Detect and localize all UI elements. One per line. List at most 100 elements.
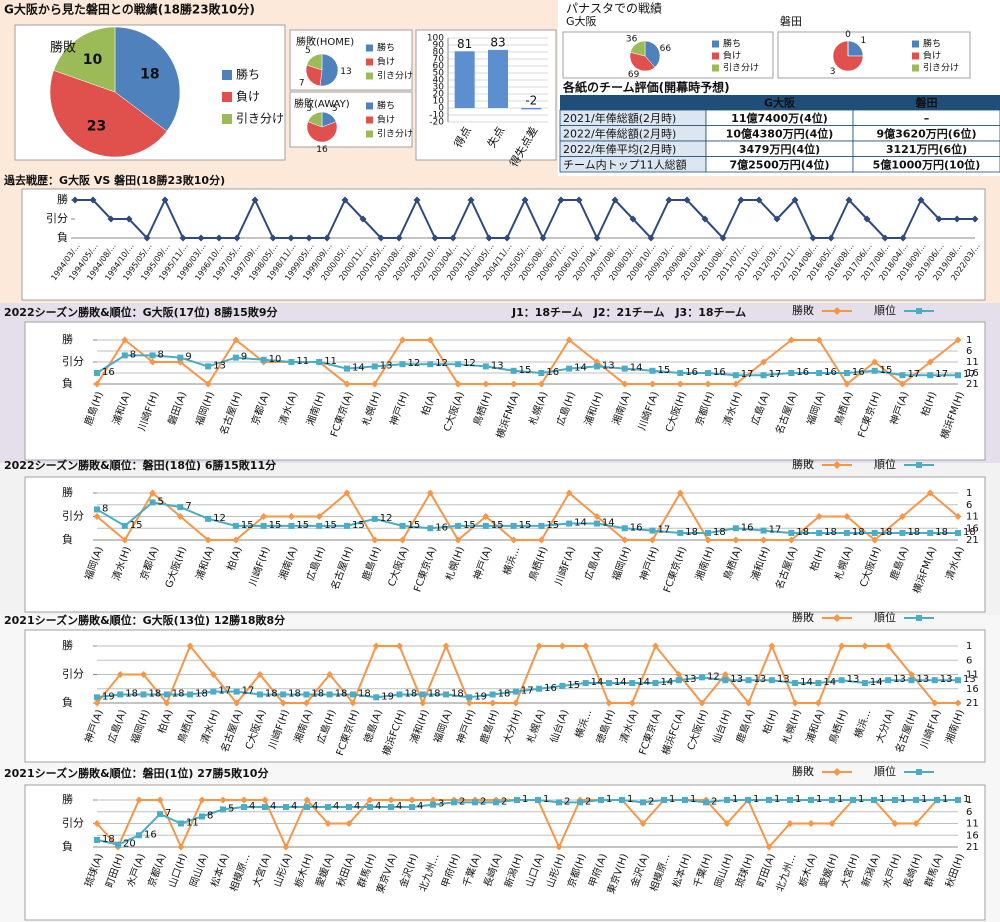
- data-label: 8: [158, 349, 164, 360]
- marker: [755, 196, 763, 204]
- marker: [721, 671, 729, 678]
- pie-slice: [832, 40, 864, 72]
- legend-swatch: [712, 52, 719, 60]
- marker: [639, 820, 647, 827]
- marker: [773, 215, 781, 223]
- marker: [209, 671, 217, 678]
- data-label: 17: [907, 369, 920, 380]
- marker: [605, 699, 613, 707]
- marker: [593, 234, 601, 242]
- marker: [723, 820, 731, 827]
- data-label: 1: [942, 794, 948, 805]
- marker: [287, 234, 295, 242]
- y-tick-label: 引分: [46, 211, 68, 225]
- marker: [399, 336, 407, 344]
- data-label: 13: [777, 674, 790, 685]
- legend-label: 勝ち: [377, 42, 395, 54]
- marker: [704, 380, 712, 388]
- data-label: 1: [921, 794, 927, 805]
- data-label: 18: [824, 527, 837, 538]
- marker: [683, 196, 691, 204]
- marker: [677, 529, 684, 536]
- data-label: 9: [241, 352, 247, 363]
- marker: [766, 797, 772, 803]
- legend-marker: [833, 307, 841, 315]
- chart-title: 勝敗: [50, 41, 76, 56]
- marker: [143, 234, 151, 242]
- data-label: 2: [459, 796, 465, 807]
- marker: [377, 234, 385, 242]
- marker: [917, 196, 925, 204]
- marker: [280, 691, 287, 698]
- data-label: 15: [491, 520, 504, 531]
- marker: [703, 799, 709, 806]
- table-text: 3479万円(4位): [739, 142, 820, 156]
- marker: [827, 234, 835, 242]
- y-tick-label: 30: [433, 83, 445, 93]
- legend-label: 順位: [874, 457, 896, 471]
- y2-tick-label: 21: [966, 842, 979, 853]
- marker: [722, 677, 729, 684]
- marker: [931, 699, 939, 707]
- marker: [512, 688, 519, 695]
- marker: [107, 215, 115, 223]
- legend-label: 勝敗: [792, 764, 814, 778]
- slice-label: 18: [140, 67, 159, 83]
- marker: [149, 352, 156, 359]
- marker: [304, 804, 310, 811]
- marker: [409, 804, 415, 811]
- data-label: 14: [602, 518, 615, 529]
- marker: [176, 513, 184, 520]
- y2-tick-label: 6: [966, 807, 972, 818]
- table-text: 7億2500万円(4位): [730, 157, 830, 171]
- marker: [325, 804, 331, 811]
- marker: [260, 522, 267, 529]
- marker: [94, 694, 100, 701]
- data-label: 18: [907, 527, 920, 538]
- marker: [861, 680, 868, 687]
- data-label: 5: [158, 496, 164, 507]
- table-text: –: [924, 112, 930, 125]
- marker: [71, 196, 79, 204]
- pie-slice: [53, 26, 116, 93]
- marker: [210, 688, 217, 695]
- legend-marker: [833, 614, 841, 622]
- y-tick-label: 負: [62, 840, 73, 853]
- legend-swatch: [366, 116, 373, 124]
- data-label: 1: [690, 794, 696, 805]
- legend-label: 引き分け: [236, 112, 284, 126]
- series-line: [96, 676, 958, 699]
- data-label: 16: [102, 367, 115, 378]
- marker: [302, 699, 310, 707]
- marker: [140, 671, 148, 678]
- data-label: 4: [249, 801, 255, 812]
- marker: [907, 671, 915, 678]
- marker: [324, 820, 332, 827]
- slice-label: 5: [306, 104, 312, 114]
- data-label: 13: [940, 674, 953, 685]
- marker: [537, 536, 545, 544]
- y2-tick-label: 21: [966, 698, 979, 709]
- marker: [136, 832, 142, 839]
- legend-marker: [916, 308, 922, 314]
- marker: [539, 234, 547, 242]
- marker: [232, 336, 240, 344]
- marker: [204, 536, 212, 544]
- slice-label: 13: [340, 67, 351, 77]
- data-label: 18: [963, 527, 976, 538]
- legend-label: 負け: [923, 50, 941, 62]
- marker: [427, 361, 434, 368]
- y2-tick-label: 1: [966, 335, 972, 346]
- marker: [535, 642, 543, 650]
- marker: [765, 843, 773, 851]
- data-label: 18: [265, 688, 278, 699]
- data-label: 18: [311, 688, 324, 699]
- slice-label: 23: [87, 118, 106, 134]
- data-label: 1: [753, 794, 759, 805]
- marker: [466, 694, 473, 701]
- y-tick-label: 70: [433, 55, 445, 65]
- marker: [745, 677, 752, 684]
- chart-box: [21, 188, 986, 301]
- data-label: 2: [480, 796, 486, 807]
- marker: [791, 699, 799, 707]
